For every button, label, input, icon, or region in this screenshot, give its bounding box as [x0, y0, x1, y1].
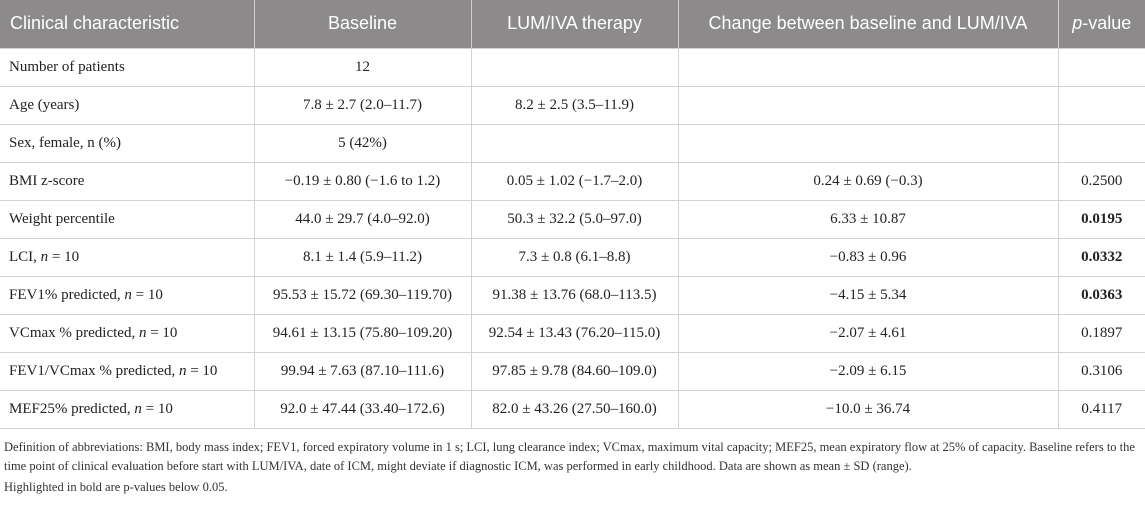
table-row: Weight percentile 44.0 ± 29.7 (4.0–92.0) 5… — [0, 199, 1145, 239]
therapy-cell: 7.3 ± 0.8 (6.1–8.8) — [470, 237, 679, 277]
therapy-cell: 91.38 ± 13.76 (68.0–113.5) — [470, 275, 679, 315]
table-row: MEF25% predicted, n = 10 92.0 ± 47.44 (33… — [0, 389, 1145, 429]
table-row: BMI z-score −0.19 ± 0.80 (−1.6 to 1.2) 0.0… — [0, 161, 1145, 201]
therapy-cell: 50.3 ± 32.2 (5.0–97.0) — [470, 199, 679, 239]
header-lum-iva-therapy: LUM/IVA therapy — [471, 0, 679, 48]
baseline-cell: 44.0 ± 29.7 (4.0–92.0) — [253, 199, 472, 239]
p-value-cell — [1057, 47, 1145, 87]
row-label: FEV1% predicted, — [9, 286, 121, 303]
change-cell — [677, 47, 1059, 87]
row-label-cell: FEV1/VCmax % predicted, n = 10 — [0, 351, 255, 391]
baseline-cell: 92.0 ± 47.44 (33.40–172.6) — [253, 389, 472, 429]
header-p-value: p-value — [1058, 0, 1145, 48]
p-value-cell: 0.3106 — [1057, 351, 1145, 391]
row-label-n: n — [138, 324, 147, 341]
therapy-cell — [470, 47, 679, 87]
therapy-cell: 97.85 ± 9.78 (84.60–109.0) — [470, 351, 679, 391]
row-label-cell: Sex, female, n (%) — [0, 123, 255, 163]
p-value-cell: 0.0195 — [1057, 199, 1145, 239]
table-row: FEV1% predicted, n = 10 95.53 ± 15.72 (69… — [0, 275, 1145, 315]
row-label-cell: Number of patients — [0, 47, 255, 87]
change-cell: 6.33 ± 10.87 — [677, 199, 1059, 239]
row-label-cell: BMI z-score — [0, 161, 255, 201]
row-label-n-value: = 10 — [186, 362, 218, 379]
row-label-cell: Weight percentile — [0, 199, 255, 239]
row-label: Weight percentile — [9, 210, 115, 227]
p-value-cell: 0.0332 — [1057, 237, 1145, 277]
table-row: LCI, n = 10 8.1 ± 1.4 (5.9–11.2) 7.3 ± 0.8… — [0, 237, 1145, 277]
baseline-cell: 94.61 ± 13.15 (75.80–109.20) — [253, 313, 472, 353]
table-row: Sex, female, n (%) 5 (42%) — [0, 123, 1145, 163]
row-label: VCmax % predicted, — [9, 324, 136, 341]
row-label-cell: FEV1% predicted, n = 10 — [0, 275, 255, 315]
baseline-cell: 12 — [253, 47, 472, 87]
change-cell: −10.0 ± 36.74 — [677, 389, 1059, 429]
change-cell: −0.83 ± 0.96 — [677, 237, 1059, 277]
baseline-cell: 5 (42%) — [253, 123, 472, 163]
row-label-n: n — [124, 286, 132, 303]
therapy-cell: 92.54 ± 13.43 (76.20–115.0) — [470, 313, 679, 353]
therapy-cell: 82.0 ± 43.26 (27.50–160.0) — [470, 389, 679, 429]
table-row: VCmax % predicted, n = 10 94.61 ± 13.15 (… — [0, 313, 1145, 353]
header-baseline: Baseline — [254, 0, 472, 48]
change-cell: −4.15 ± 5.34 — [677, 275, 1059, 315]
baseline-cell: −0.19 ± 0.80 (−1.6 to 1.2) — [253, 161, 472, 201]
row-label-cell: VCmax % predicted, n = 10 — [0, 313, 255, 353]
header-clinical-characteristic: Clinical characteristic — [0, 0, 255, 48]
p-value-cell — [1057, 123, 1145, 163]
clinical-characteristics-table: Clinical characteristic Baseline LUM/IVA… — [0, 0, 1145, 429]
therapy-cell: 0.05 ± 1.02 (−1.7–2.0) — [470, 161, 679, 201]
baseline-cell: 99.94 ± 7.63 (87.10–111.6) — [253, 351, 472, 391]
row-label-cell: Age (years) — [0, 85, 255, 125]
baseline-cell: 8.1 ± 1.4 (5.9–11.2) — [253, 237, 472, 277]
row-label: MEF25% predicted, — [9, 400, 131, 417]
change-cell — [677, 123, 1059, 163]
table-footnotes: Definition of abbreviations: BMI, body m… — [4, 438, 1140, 497]
change-cell — [677, 85, 1059, 125]
p-value-cell: 0.1897 — [1057, 313, 1145, 353]
table-body: Number of patients 12 Age (years) 7.8 ± 2.7… — [0, 47, 1145, 429]
header-change: Change between baseline and LUM/IVA — [678, 0, 1059, 48]
therapy-cell: 8.2 ± 2.5 (3.5–11.9) — [470, 85, 679, 125]
row-label-n-value: = 10 — [131, 286, 163, 303]
change-cell: −2.09 ± 6.15 — [677, 351, 1059, 391]
row-label-cell: LCI, n = 10 — [0, 237, 255, 277]
row-label-n: n — [40, 248, 49, 265]
row-label: Sex, female, n (%) — [9, 134, 122, 151]
therapy-cell — [470, 123, 679, 163]
p-value-cell: 0.4117 — [1057, 389, 1145, 429]
p-value-cell: 0.0363 — [1057, 275, 1145, 315]
change-cell: 0.24 ± 0.69 (−0.3) — [677, 161, 1059, 201]
header-p-italic: p — [1072, 13, 1083, 34]
p-value-cell: 0.2500 — [1057, 161, 1145, 201]
table-row: Number of patients 12 — [0, 47, 1145, 87]
baseline-cell: 95.53 ± 15.72 (69.30–119.70) — [253, 275, 472, 315]
p-value-cell — [1057, 85, 1145, 125]
footnote-definitions: Definition of abbreviations: BMI, body m… — [4, 440, 1135, 473]
row-label-n-value: = 10 — [48, 248, 80, 265]
row-label: BMI z-score — [9, 172, 85, 189]
change-cell: −2.07 ± 4.61 — [677, 313, 1059, 353]
row-label: LCI, — [9, 248, 37, 265]
row-label-n-value: = 10 — [141, 400, 173, 417]
table-row: Age (years) 7.8 ± 2.7 (2.0–11.7) 8.2 ± 2.5… — [0, 85, 1145, 125]
table-header-row: Clinical characteristic Baseline LUM/IVA… — [0, 0, 1145, 48]
row-label-n-value: = 10 — [146, 324, 178, 341]
row-label-n: n — [134, 400, 142, 417]
row-label: Number of patients — [9, 58, 125, 75]
table-row: FEV1/VCmax % predicted, n = 10 99.94 ± 7.… — [0, 351, 1145, 391]
row-label-n: n — [178, 362, 187, 379]
footnote-highlight: Highlighted in bold are p-values below 0… — [4, 480, 228, 494]
baseline-cell: 7.8 ± 2.7 (2.0–11.7) — [253, 85, 472, 125]
row-label: Age (years) — [9, 96, 80, 113]
header-p-suffix: -value — [1082, 13, 1132, 34]
row-label: FEV1/VCmax % predicted, — [9, 362, 176, 379]
row-label-cell: MEF25% predicted, n = 10 — [0, 389, 255, 429]
